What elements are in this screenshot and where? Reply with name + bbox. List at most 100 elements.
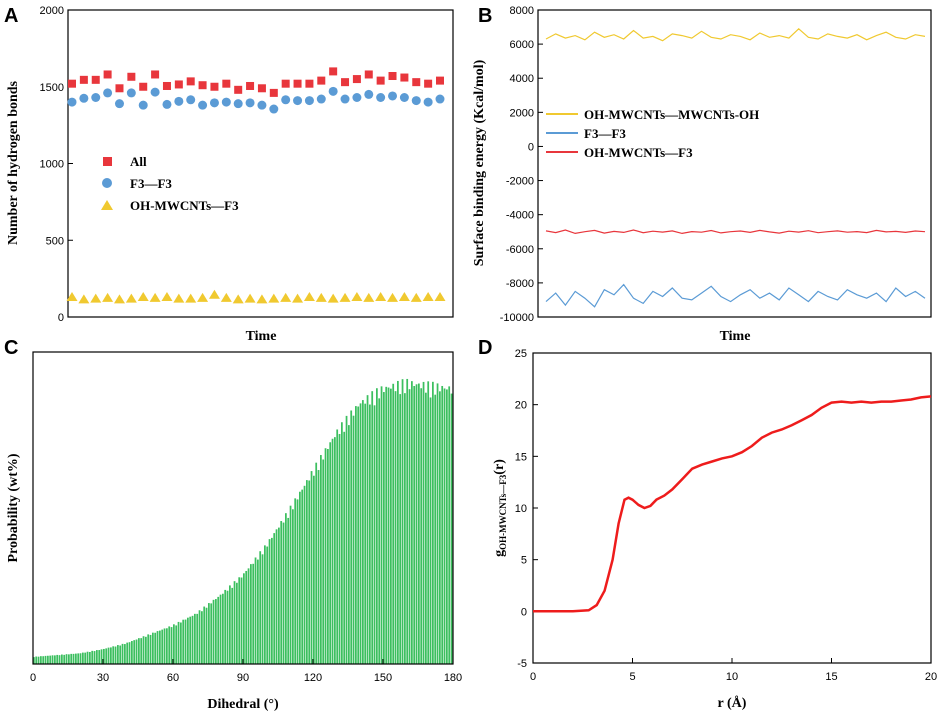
dihedral-bar — [280, 521, 283, 664]
legend-oh-f3-label: OH-MWCNTs—F3 — [130, 198, 239, 213]
dihedral-bar — [159, 630, 161, 664]
dihedral-bar — [380, 386, 383, 664]
point-f3-f3 — [79, 93, 89, 103]
point-all — [186, 77, 195, 86]
dihedral-bar — [189, 616, 192, 664]
series-ohmw-ohmw-line — [545, 27, 926, 42]
dihedral-bar — [296, 499, 299, 664]
panel-b-y-tick-label: 4000 — [510, 73, 534, 85]
dihedral-bar — [131, 641, 133, 664]
dihedral-bar — [147, 634, 150, 664]
point-oh-f3 — [387, 292, 399, 302]
panel-b-frame — [537, 9, 932, 318]
dihedral-bar — [217, 596, 220, 664]
dihedral-bar — [77, 653, 80, 664]
point-f3-f3 — [209, 98, 219, 108]
dihedral-bar — [168, 626, 171, 664]
dihedral-bar — [331, 438, 334, 664]
panel-b-y-tick-label: 8000 — [510, 5, 534, 17]
series-all-markers — [68, 67, 444, 97]
dihedral-bar — [177, 621, 180, 664]
dihedral-bar — [362, 400, 364, 664]
dihedral-bar — [383, 392, 385, 664]
point-oh-f3 — [268, 293, 280, 303]
point-all — [329, 67, 338, 76]
dihedral-bar — [303, 485, 306, 664]
point-f3-f3 — [304, 96, 314, 106]
dihedral-bar — [259, 551, 262, 664]
dihedral-bar — [355, 406, 357, 664]
panel-c-x-tick-label: 180 — [444, 672, 462, 684]
dihedral-bar — [359, 403, 362, 664]
dihedral-bar — [320, 455, 322, 664]
point-f3-f3 — [352, 92, 362, 102]
dihedral-bar — [163, 628, 166, 664]
dihedral-bar — [350, 410, 353, 664]
point-oh-f3 — [280, 292, 292, 302]
dihedral-bar — [315, 462, 318, 664]
dihedral-bar — [152, 632, 154, 664]
dihedral-bar — [222, 593, 224, 664]
legend-b-f3-f3-label: F3—F3 — [584, 126, 626, 141]
point-oh-f3 — [232, 294, 244, 304]
dihedral-bar — [210, 603, 213, 664]
dihedral-bar — [110, 647, 112, 664]
panel-b-y-tick-label: 0 — [528, 141, 534, 153]
panel-a: A 0 500 1000 1500 2000 All F3—F3 OH-MWCNTs—F… — [4, 5, 454, 344]
dihedral-bar — [247, 568, 250, 664]
panel-d-x-tick-label: 15 — [825, 671, 837, 683]
dihedral-bar — [394, 391, 397, 664]
dihedral-bar — [450, 393, 453, 664]
dihedral-bar — [173, 624, 175, 664]
dihedral-bar — [313, 475, 315, 664]
point-oh-f3 — [78, 294, 90, 304]
panel-b-y-tick-label: -4000 — [506, 210, 534, 222]
dihedral-bar — [119, 645, 122, 664]
legend-all-label: All — [130, 154, 147, 169]
series-f3-f3-line — [545, 283, 926, 308]
panel-b: B -10000 -8000 -6000 -4000 -2000 0 2000 4000 600… — [472, 5, 932, 344]
point-oh-f3 — [315, 292, 327, 302]
point-oh-f3 — [422, 292, 434, 302]
panel-d-y-tick-label: 25 — [515, 348, 527, 360]
panel-d-frame — [532, 352, 932, 664]
panel-b-ylabel: Surface binding energy (Kcal/mol) — [472, 59, 487, 266]
panel-a-ylabel: Number of hydrogen bonds — [6, 80, 21, 245]
panel-d-x-ticks: 0 5 10 15 20 — [530, 658, 937, 683]
dihedral-bar — [135, 639, 138, 664]
dihedral-bar — [275, 529, 278, 664]
panel-a-y-tick-label: 2000 — [40, 5, 64, 17]
panel-d-y-tick-label: 20 — [515, 400, 527, 412]
dihedral-bar — [392, 383, 395, 664]
dihedral-bar — [404, 393, 406, 664]
dihedral-bar — [79, 653, 82, 664]
series-oh-f3-line — [545, 229, 926, 235]
panel-a-frame — [67, 9, 454, 318]
panel-d-y-tick-label: -5 — [517, 658, 527, 670]
point-all — [269, 88, 278, 97]
point-oh-f3 — [161, 292, 173, 302]
dihedral-bar — [343, 431, 346, 664]
point-oh-f3 — [244, 293, 256, 303]
dihedral-bar — [282, 522, 285, 664]
panel-c-x-tick-label: 60 — [167, 672, 179, 684]
panel-c-label: C — [4, 337, 18, 359]
dihedral-bar — [334, 437, 336, 664]
dihedral-bar — [121, 643, 124, 664]
dihedral-bar — [364, 403, 367, 664]
legend-f3-f3-marker — [102, 178, 112, 188]
dihedral-bar — [436, 383, 439, 664]
dihedral-bar — [329, 442, 332, 664]
panel-a-y-tick-label: 500 — [46, 235, 64, 247]
point-f3-f3 — [198, 100, 208, 110]
panel-c-bars — [33, 378, 453, 664]
dihedral-bar — [103, 648, 105, 664]
dihedral-bar — [68, 654, 70, 664]
dihedral-bar — [352, 415, 355, 664]
dihedral-bar — [324, 448, 327, 664]
dihedral-bar — [422, 381, 425, 664]
dihedral-bar — [196, 613, 199, 664]
dihedral-bar — [47, 655, 49, 664]
dihedral-bar — [231, 587, 234, 664]
